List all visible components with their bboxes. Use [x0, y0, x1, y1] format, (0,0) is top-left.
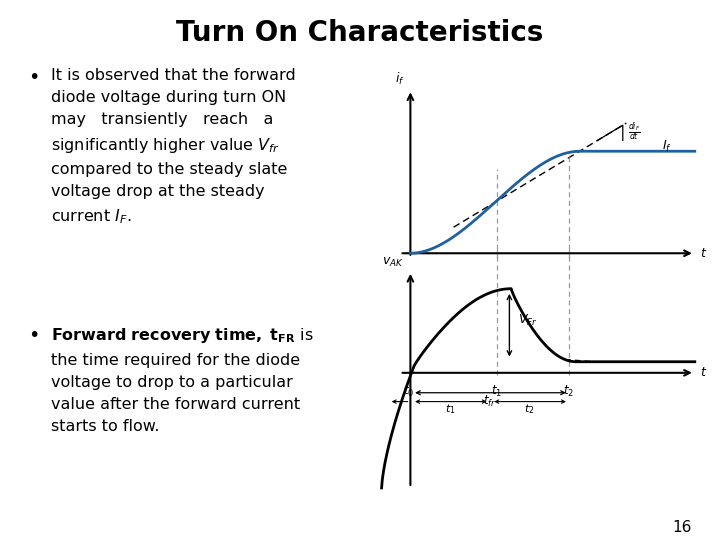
Text: $t_2$: $t_2$: [563, 384, 575, 399]
Text: It is observed that the forward
diode voltage during turn ON
may   transiently  : It is observed that the forward diode vo…: [51, 68, 296, 226]
Text: $t$: $t$: [701, 366, 708, 379]
Text: $t_0$: $t_0$: [403, 384, 414, 399]
Text: Turn On Characteristics: Turn On Characteristics: [176, 19, 544, 47]
Text: •: •: [27, 68, 39, 87]
Text: $V_{Fr}$: $V_{Fr}$: [518, 313, 538, 328]
Text: $\frac{di_F}{dt}$: $\frac{di_F}{dt}$: [628, 120, 641, 143]
Text: $t_{fr}$: $t_{fr}$: [483, 394, 496, 409]
Text: •: •: [27, 327, 39, 346]
Text: $I_f$: $I_f$: [662, 139, 672, 154]
Text: $t_1$: $t_1$: [445, 402, 455, 416]
Text: $v_{AK}$: $v_{AK}$: [382, 255, 403, 269]
Text: $t_2$: $t_2$: [524, 402, 534, 416]
Text: $i_f$: $i_f$: [395, 71, 405, 87]
Text: 16: 16: [672, 519, 691, 535]
Text: $t_1$: $t_1$: [491, 384, 503, 399]
Text: $\bf{Forward\ recovery\ time,\ }$$\bf{t_{FR}}$ is
the time required for the diod: $\bf{Forward\ recovery\ time,\ }$$\bf{t_…: [51, 327, 313, 434]
Text: $t$: $t$: [701, 247, 708, 260]
